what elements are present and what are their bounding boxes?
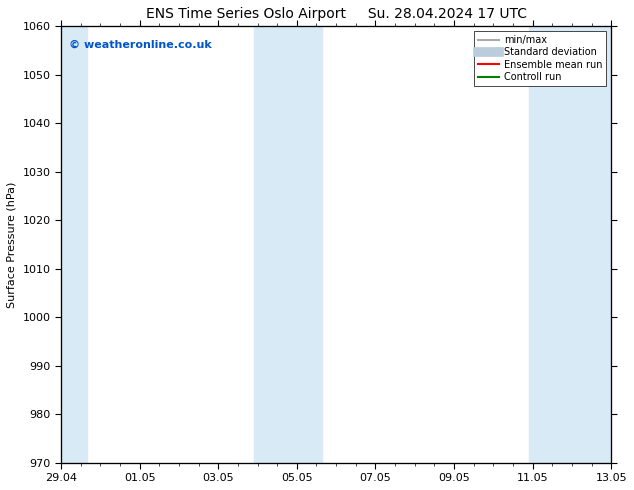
- Legend: min/max, Standard deviation, Ensemble mean run, Controll run: min/max, Standard deviation, Ensemble me…: [474, 31, 606, 86]
- Bar: [60, 26, 87, 463]
- Bar: [529, 26, 612, 463]
- Title: ENS Time Series Oslo Airport     Su. 28.04.2024 17 UTC: ENS Time Series Oslo Airport Su. 28.04.2…: [146, 7, 527, 21]
- Text: © weatheronline.co.uk: © weatheronline.co.uk: [69, 39, 212, 49]
- Bar: [254, 26, 322, 463]
- Y-axis label: Surface Pressure (hPa): Surface Pressure (hPa): [7, 181, 17, 308]
